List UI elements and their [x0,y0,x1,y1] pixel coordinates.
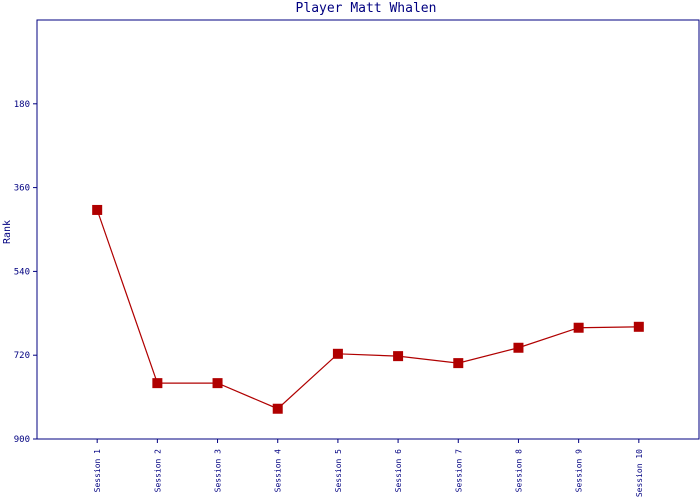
x-tick-label: Session 10 [635,449,644,497]
x-tick-label: Session 2 [153,449,162,493]
point-marker [393,351,404,362]
y-tick-label: 360 [14,184,30,194]
series-line [96,209,639,410]
x-tick-label: Session 3 [214,449,223,493]
y-axis-label: Rank [2,220,13,244]
point-marker [573,322,584,333]
point-marker [152,378,163,389]
plot-frame [36,19,700,440]
x-tick-label: Session 9 [575,449,584,493]
x-tick-label: Session 6 [394,449,403,493]
point-marker [212,378,223,389]
point-marker [92,204,103,215]
point-marker [272,403,283,414]
x-tick-label: Session 1 [93,449,102,493]
x-tick-label: Session 7 [454,449,463,493]
point-marker [453,358,464,369]
x-tick-label: Session 4 [274,449,283,493]
x-tick-label: Session 5 [334,449,343,493]
x-tick-label: Session 8 [514,449,523,493]
point-marker [633,321,644,332]
y-tick-label: 900 [14,435,30,445]
y-tick-label: 720 [14,351,30,361]
point-marker [332,348,343,359]
chart-title: Player Matt Whalen [296,1,437,16]
y-tick-label: 540 [14,267,30,277]
y-tick-label: 180 [14,100,30,110]
point-marker [513,342,524,353]
